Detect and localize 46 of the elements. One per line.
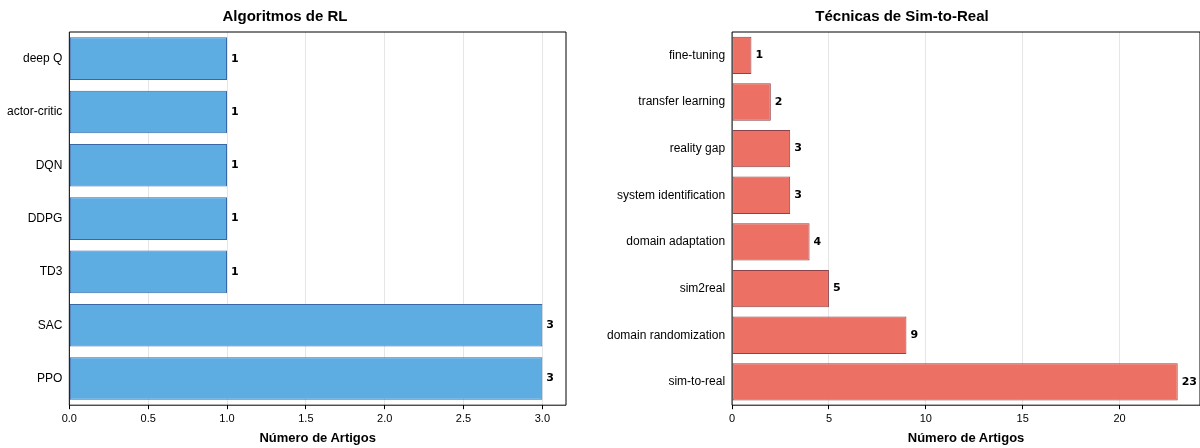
data-label: 4 xyxy=(813,234,822,248)
data-label: 1 xyxy=(231,211,239,225)
y-tick-label: PPO xyxy=(36,370,63,385)
x-tick-label: 20 xyxy=(1113,411,1126,424)
y-tick-label: sim2real xyxy=(679,280,726,295)
y-tick-label: actor-critic xyxy=(6,104,63,119)
data-label: 3 xyxy=(546,318,555,332)
data-label: 1 xyxy=(231,51,239,65)
y-tick-label: system identification xyxy=(617,187,726,202)
data-label: 3 xyxy=(794,141,802,155)
y-tick-label: sim-to-real xyxy=(668,374,726,389)
x-tick-label: 0.0 xyxy=(61,411,77,424)
y-tick-label: fine-tuning xyxy=(669,47,726,62)
y-tick-label: DQN xyxy=(35,157,63,172)
data-label: 5 xyxy=(832,281,841,295)
x-tick-label: 3.0 xyxy=(534,411,550,424)
data-label: 1 xyxy=(231,104,239,118)
x-tick-label: 15 xyxy=(1016,411,1029,424)
data-label: 1 xyxy=(231,264,239,278)
x-tick-label: 1.0 xyxy=(219,411,235,424)
x-tick-label: 5 xyxy=(825,411,833,424)
y-tick-label: domain randomization xyxy=(606,327,726,342)
x-tick-label: 0.5 xyxy=(140,411,156,424)
y-tick-label: transfer learning xyxy=(638,94,726,109)
chart-title: Técnicas de Sim-to-Real xyxy=(815,7,989,25)
x-axis-title: Número de Artigos xyxy=(259,429,376,445)
data-label: 1 xyxy=(231,158,239,172)
data-label: 3 xyxy=(794,188,802,202)
x-axis-title: Número de Artigos xyxy=(907,429,1025,445)
y-tick-label: domain adaptation xyxy=(626,234,726,249)
y-tick-label: TD3 xyxy=(39,264,63,279)
data-label: 1 xyxy=(755,48,764,62)
x-tick-label: 0 xyxy=(729,411,736,424)
x-tick-label: 1.5 xyxy=(298,411,314,424)
y-tick-label: DDPG xyxy=(27,210,63,225)
chart-title: Algoritmos de RL xyxy=(222,7,348,25)
data-label: 9 xyxy=(910,328,919,342)
x-tick-label: 2.5 xyxy=(455,411,472,424)
y-tick-label: reality gap xyxy=(669,140,726,155)
y-tick-label: SAC xyxy=(37,317,63,332)
data-label: 23 xyxy=(1181,374,1198,388)
x-tick-label: 2.0 xyxy=(377,411,393,424)
x-tick-label: 10 xyxy=(919,411,932,424)
data-label: 2 xyxy=(774,94,783,108)
y-tick-label: deep Q xyxy=(22,50,63,65)
data-label: 3 xyxy=(546,371,555,385)
